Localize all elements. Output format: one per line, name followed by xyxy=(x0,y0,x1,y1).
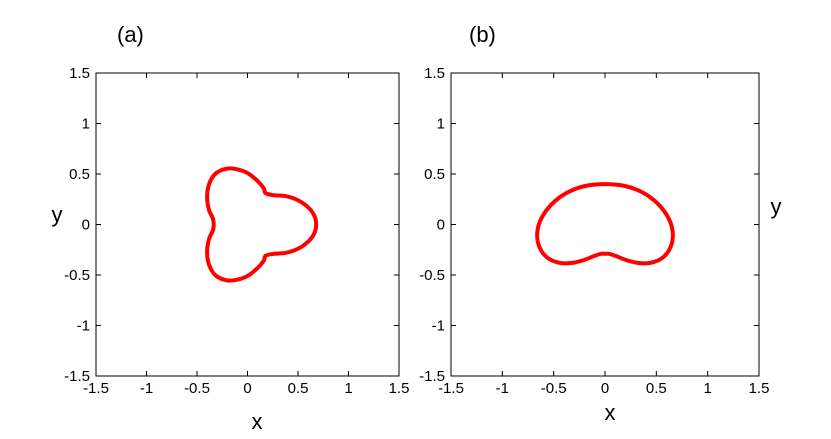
panel-b-y-tick-label: -1 xyxy=(432,318,445,335)
panel-b: (b) -1.5 -1 -0.5 0 0.5 1 1.51.510.50-0.5-1-1.5… xyxy=(419,22,781,425)
panel-a-plot-frame xyxy=(95,72,400,377)
panel-b-curve xyxy=(535,182,675,266)
panel-b-ticks: -1.5 -1 -0.5 0 0.5 1 1.5 1.5 1 0.5 0 -0.5 -1 -1.5 xyxy=(419,65,769,397)
panel-a-curve xyxy=(205,166,319,283)
panel-b-label: (b) xyxy=(469,22,496,47)
panel-b-y-tick-label: 1 xyxy=(437,116,445,133)
panel-b-x-tick-label: -1.5 xyxy=(438,380,464,397)
panel-a-x-tick-label: 0.5 xyxy=(288,380,309,397)
panel-b-x-tick-label: 0.5 xyxy=(646,380,667,397)
panel-a-x-tick-label: -1 xyxy=(140,380,153,397)
panel-a-y-tick-label: -1 xyxy=(77,318,90,335)
panel-a-ticks: -1.5 -1 -0.5 0 0.5 1 1.5 1.5 1 0.5 0 -0.5 -1 -1.5 xyxy=(64,65,409,397)
panel-a-y-tick-label: 0.5 xyxy=(69,166,90,183)
panel-a-y-tick-label: -0.5 xyxy=(64,267,90,284)
panel-b-y-tick-label: 0.5 xyxy=(424,166,445,183)
panel-b-x-tick-label: 1.5 xyxy=(749,380,770,397)
panel-b-x-tick-label: -0.5 xyxy=(541,380,567,397)
panel-b-y-tick-label: -1.5 xyxy=(419,368,445,385)
panel-b-y-tick-label: -0.5 xyxy=(419,267,445,284)
panel-a-label: (a) xyxy=(117,22,144,47)
panel-b-y-tick-label: 0 xyxy=(437,217,445,234)
panel-a-y-axis-label: y xyxy=(52,202,63,227)
panel-b-x-tick-label: 0 xyxy=(601,380,609,397)
panel-a-y-tick-label: 0 xyxy=(82,217,90,234)
panel-a-x-axis-label: x xyxy=(252,409,263,434)
panel-b-x-tick-label: 1 xyxy=(703,380,711,397)
panel-a-y-tick-label: -1.5 xyxy=(64,368,90,385)
panel-a: (a) -1.5 -1 -0.5 0 0.5 1 1.51.510.50-0.5-1-1.5… xyxy=(52,22,410,434)
panel-b-x-axis-label: x xyxy=(605,400,616,425)
panel-a-x-tick-label: 1 xyxy=(344,380,352,397)
panel-a-x-tick-label: -0.5 xyxy=(184,380,210,397)
panel-a-y-tick-label: 1 xyxy=(82,116,90,133)
panel-b-x-tick-label: -1 xyxy=(496,380,509,397)
panel-a-y-tick-label: 1.5 xyxy=(69,65,90,82)
panel-b-y-tick-label: 1.5 xyxy=(424,65,445,82)
panel-b-y-axis-label: y xyxy=(771,194,782,219)
panel-b-plot-frame xyxy=(450,72,760,377)
panel-a-x-tick-label: 1.5 xyxy=(389,380,410,397)
panel-a-x-tick-label: -1.5 xyxy=(83,380,109,397)
panel-a-x-tick-label: 0 xyxy=(243,380,251,397)
